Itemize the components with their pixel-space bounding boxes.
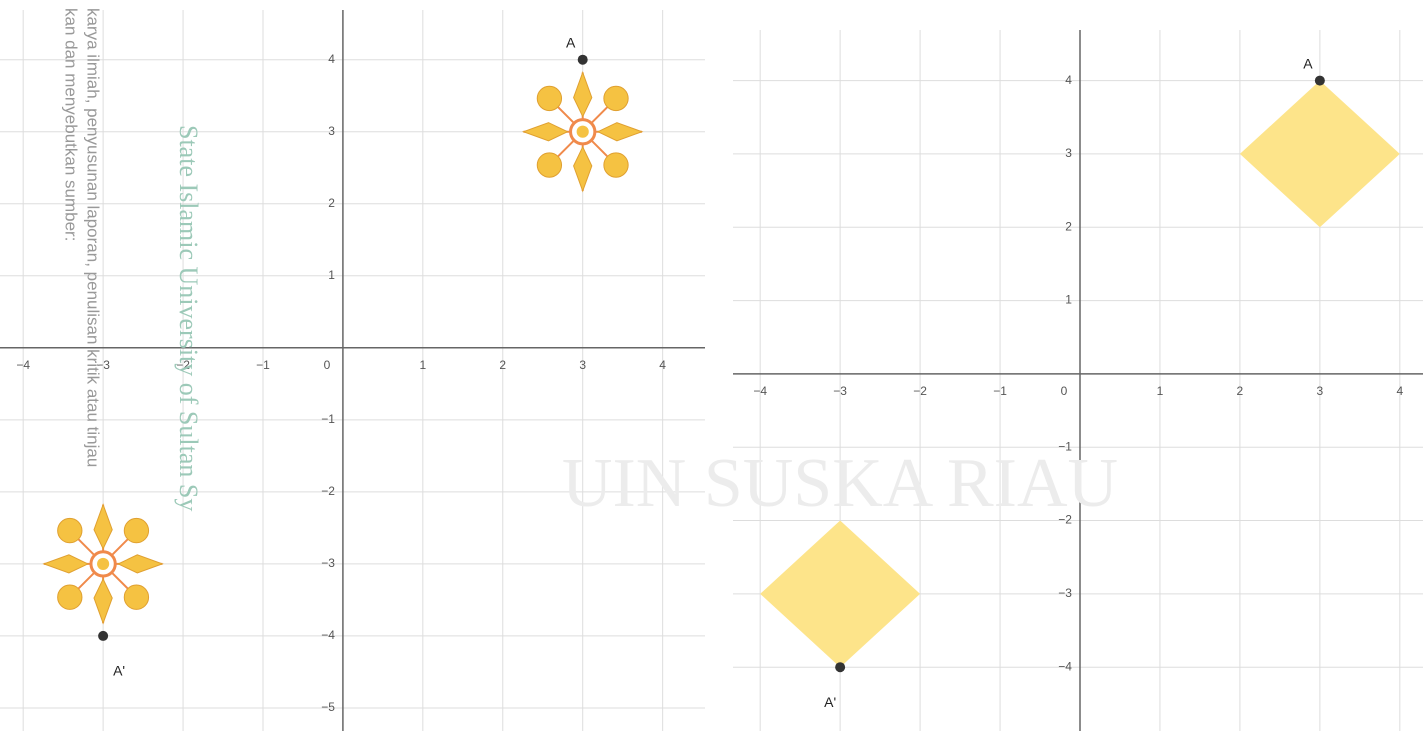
- point: [1315, 76, 1325, 86]
- petal: [574, 72, 592, 116]
- x-tick-label: 0: [324, 358, 331, 372]
- petal: [598, 123, 642, 141]
- petal: [604, 153, 628, 177]
- petal: [94, 505, 112, 549]
- watermark-layer: kan dan menyebutkan sumber: karya ilmiah…: [62, 8, 1119, 522]
- x-tick-label: −1: [993, 384, 1007, 398]
- y-tick-label: 4: [328, 52, 335, 66]
- x-tick-label: 4: [1396, 384, 1403, 398]
- petal: [537, 153, 561, 177]
- x-tick-label: 1: [1157, 384, 1164, 398]
- watermark-text: kan dan menyebutkan sumber:: [62, 8, 81, 241]
- x-tick-label: −4: [16, 358, 30, 372]
- petal: [124, 518, 148, 542]
- petal: [58, 585, 82, 609]
- point-label: A': [824, 694, 836, 710]
- x-tick-label: 3: [1317, 384, 1324, 398]
- point-label: A: [566, 34, 576, 50]
- petal: [124, 585, 148, 609]
- x-tick-label: −3: [833, 384, 847, 398]
- y-tick-label: 1: [1065, 293, 1072, 307]
- diamond-shape: [760, 521, 920, 668]
- y-tick-label: −4: [1058, 659, 1072, 673]
- y-tick-label: 3: [328, 124, 335, 138]
- y-tick-label: −2: [321, 484, 335, 498]
- y-tick-label: −4: [321, 628, 335, 642]
- x-tick-label: −2: [913, 384, 927, 398]
- y-tick-label: 3: [1065, 146, 1072, 160]
- screenshot: −4−3−2−101234−5−4−3−2−11234AA'−4−3−2−101…: [0, 0, 1423, 731]
- x-tick-label: 2: [1237, 384, 1244, 398]
- x-tick-label: 3: [579, 358, 586, 372]
- flower-center: [97, 558, 109, 570]
- y-tick-label: −1: [321, 412, 335, 426]
- x-tick-label: 0: [1061, 384, 1068, 398]
- point: [578, 55, 588, 65]
- y-tick-label: 1: [328, 268, 335, 282]
- diamond-shape: [1240, 81, 1400, 228]
- watermark-text: UIN SUSKA RIAU: [562, 445, 1118, 522]
- watermark-text: karya ilmiah, penyusunan laporan, penuli…: [84, 8, 103, 467]
- point: [98, 631, 108, 641]
- point: [835, 662, 845, 672]
- y-tick-label: 4: [1065, 73, 1072, 87]
- x-tick-label: 1: [419, 358, 426, 372]
- y-tick-label: −3: [321, 556, 335, 570]
- petal: [574, 147, 592, 191]
- x-tick-label: 2: [499, 358, 506, 372]
- petal: [604, 86, 628, 110]
- y-tick-label: −3: [1058, 586, 1072, 600]
- x-tick-label: 4: [659, 358, 666, 372]
- petal: [94, 579, 112, 623]
- watermark-text: State Islamic University of Sultan Sy: [174, 125, 203, 511]
- petal: [537, 86, 561, 110]
- petal: [118, 555, 162, 573]
- petal: [523, 123, 567, 141]
- petal: [58, 518, 82, 542]
- y-tick-label: 2: [328, 196, 335, 210]
- y-tick-label: −5: [321, 700, 335, 714]
- petal: [44, 555, 88, 573]
- point-label: A': [113, 663, 125, 679]
- point-label: A: [1303, 55, 1313, 71]
- x-tick-label: −4: [753, 384, 767, 398]
- x-tick-label: −1: [256, 358, 270, 372]
- flower-center: [577, 126, 589, 138]
- y-tick-label: 2: [1065, 219, 1072, 233]
